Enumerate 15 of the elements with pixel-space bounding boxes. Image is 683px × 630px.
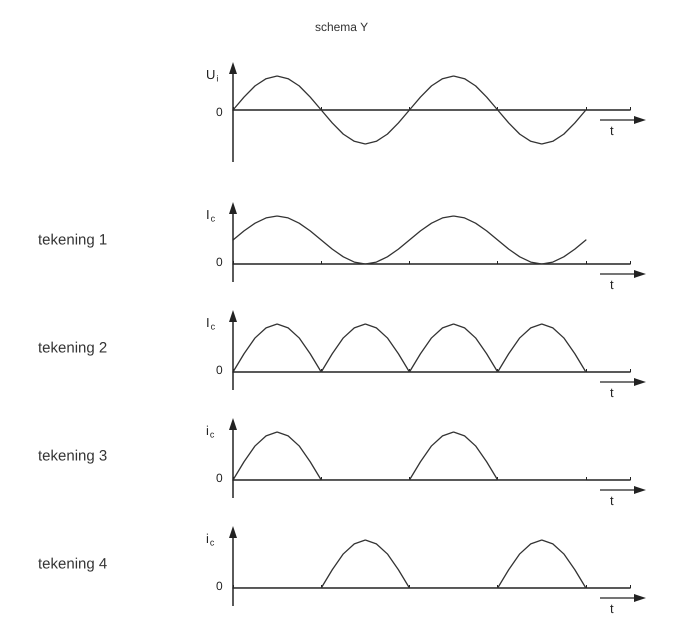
text: 0 [216,471,223,485]
text: tekening 1 [38,232,108,248]
chart-title: schema Y [314,20,368,34]
x-axis-title: t [610,493,614,508]
text: tekening 3 [38,448,108,464]
text: tekening 4 [38,556,108,572]
text: tekening 2 [38,340,108,356]
x-axis-title: t [610,601,614,616]
x-axis-title: t [610,123,614,138]
text: 0 [216,579,223,593]
text: 0 [216,255,223,269]
text: 0 [216,363,223,377]
text: 0 [216,105,223,119]
x-axis-title: t [610,277,614,292]
x-axis-title: t [610,385,614,400]
